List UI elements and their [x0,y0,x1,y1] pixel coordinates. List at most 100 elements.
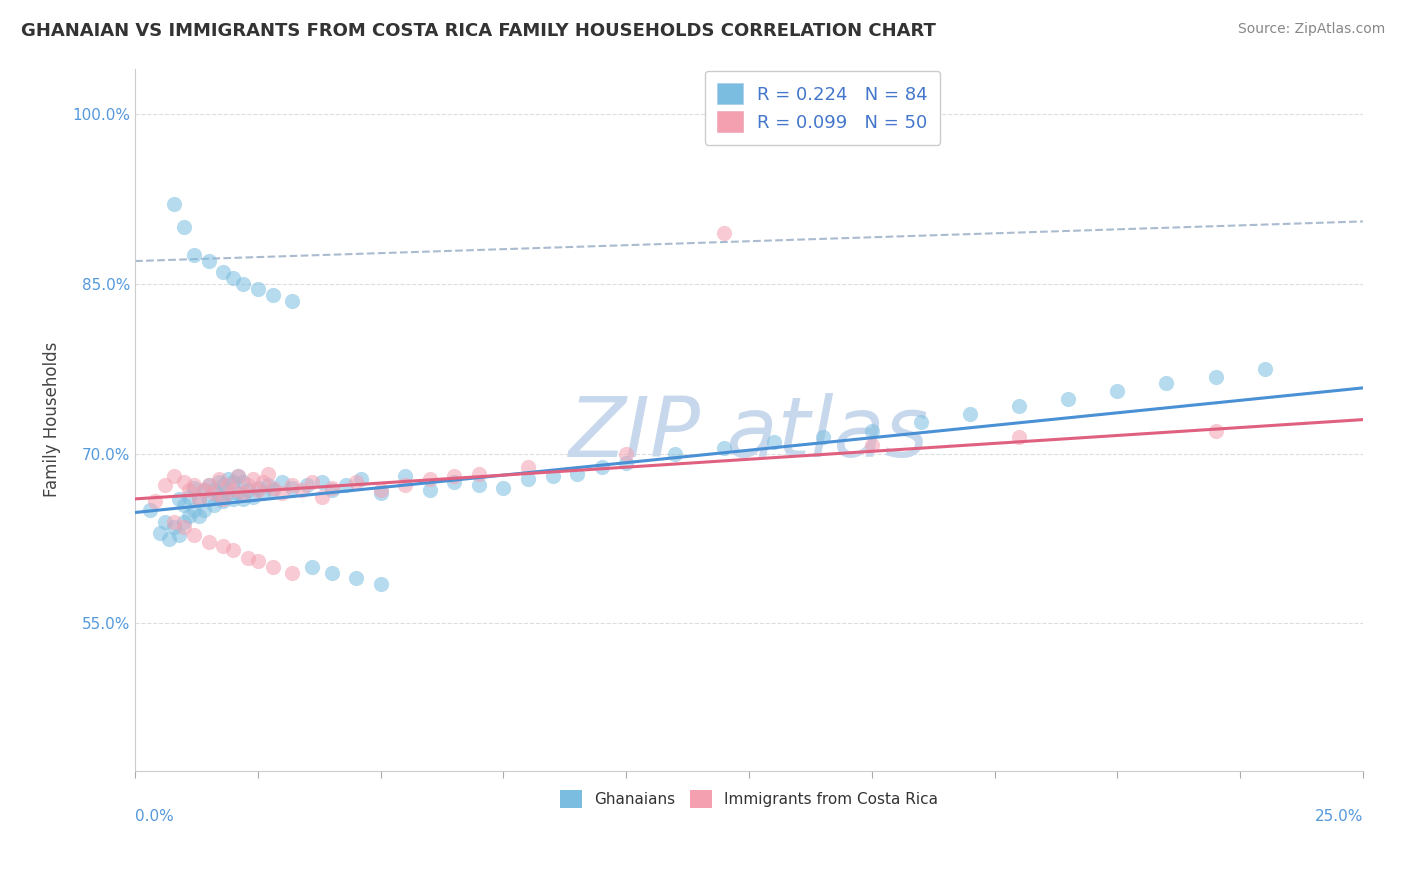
Point [183,248,205,262]
Point [281,478,304,492]
Point [212,265,235,279]
Text: 0.0%: 0.0% [135,809,174,824]
Point [517,471,540,485]
Point [311,475,333,489]
Point [212,491,235,506]
Point [1008,429,1031,443]
Point [163,520,186,534]
Point [232,475,254,489]
Point [212,540,235,554]
Point [713,441,735,455]
Legend: Ghanaians, Immigrants from Costa Rica: Ghanaians, Immigrants from Costa Rica [553,783,945,815]
Point [139,503,162,517]
Point [468,478,491,492]
Point [301,559,323,574]
Point [910,415,932,429]
Point [179,483,201,497]
Point [860,437,883,451]
Point [207,490,229,504]
Point [565,467,588,481]
Point [419,483,441,497]
Point [252,475,274,489]
Point [1057,392,1080,407]
Point [226,486,249,500]
Point [187,491,209,506]
Point [207,471,229,485]
Point [222,542,245,557]
Point [159,532,181,546]
Point [153,478,176,492]
Point [193,483,215,497]
Point [291,483,314,497]
Point [246,483,269,497]
Point [295,478,318,492]
Point [713,226,735,240]
Point [212,478,235,492]
Point [614,456,637,470]
Point [242,490,264,504]
Point [301,475,323,489]
Point [344,571,367,585]
Point [321,481,343,495]
Point [202,486,225,500]
Point [197,478,219,492]
Point [1205,369,1227,384]
Point [179,490,201,504]
Point [1205,424,1227,438]
Point [443,469,465,483]
Point [149,525,172,540]
Point [173,475,195,489]
Point [256,478,278,492]
Point [1253,361,1275,376]
Point [183,528,205,542]
Point [222,491,245,506]
Point [614,447,637,461]
Point [163,469,186,483]
Point [183,481,205,495]
Point [335,478,357,492]
Point [212,494,235,508]
Point [207,475,229,489]
Point [173,498,195,512]
Point [271,475,294,489]
Point [187,491,209,506]
Point [394,469,416,483]
Point [173,220,195,235]
Point [262,559,284,574]
Point [370,577,392,591]
Point [517,460,540,475]
Point [281,293,304,308]
Point [217,486,239,500]
Point [242,471,264,485]
Point [246,554,269,568]
Point [193,483,215,497]
Point [193,503,215,517]
Point [350,471,373,485]
Point [271,486,294,500]
Point [1107,384,1129,399]
Point [311,490,333,504]
Text: ZIP atlas: ZIP atlas [569,393,929,475]
Point [202,483,225,497]
Point [236,483,259,497]
Point [246,481,269,495]
Point [202,498,225,512]
Point [197,535,219,549]
Text: 25.0%: 25.0% [1315,809,1362,824]
Point [197,491,219,506]
Point [222,475,245,489]
Point [163,515,186,529]
Point [281,566,304,580]
Point [236,478,259,492]
Point [246,282,269,296]
Text: GHANAIAN VS IMMIGRANTS FROM COSTA RICA FAMILY HOUSEHOLDS CORRELATION CHART: GHANAIAN VS IMMIGRANTS FROM COSTA RICA F… [21,22,936,40]
Point [394,478,416,492]
Point [153,515,176,529]
Point [370,486,392,500]
Point [173,515,195,529]
Point [173,520,195,534]
Point [664,447,686,461]
Point [226,469,249,483]
Point [1008,399,1031,413]
Point [262,481,284,495]
